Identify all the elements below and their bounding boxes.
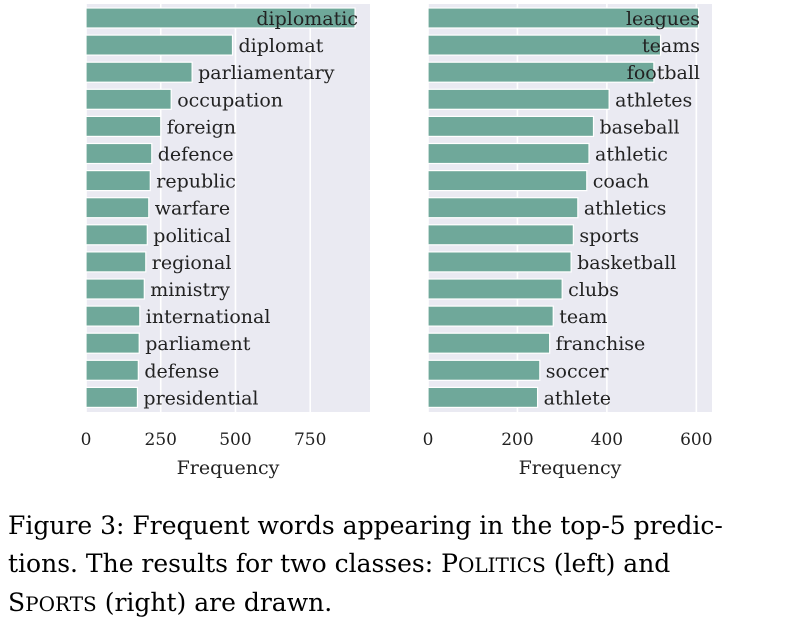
bar-label: athlete — [544, 387, 611, 409]
bar — [85, 7, 356, 29]
bar-label: foreign — [167, 116, 236, 138]
bar — [85, 61, 193, 83]
chart-panel-sports: leagues teams football athletes baseball athl… — [423, 4, 713, 479]
bar-label: sports — [579, 225, 639, 247]
bar-label: parliament — [145, 333, 251, 355]
bar — [427, 170, 588, 192]
figure-panels: diplomatic diplomat parliamentary occupatio… — [81, 4, 713, 479]
bar — [85, 88, 172, 110]
bar-label: international — [146, 306, 271, 328]
bar — [85, 197, 150, 219]
bar-label: diplomatic — [256, 8, 358, 30]
x-tick-label: 500 — [219, 430, 251, 450]
bar-label: warfare — [155, 198, 230, 220]
bar — [85, 332, 140, 354]
class-sports: SPORTS — [8, 588, 97, 617]
bar-label: presidential — [143, 387, 258, 409]
bar — [427, 197, 579, 219]
bar — [427, 386, 539, 408]
bar — [427, 61, 655, 83]
x-tick-label: 0 — [81, 430, 92, 450]
bar — [85, 170, 151, 192]
bar-label: occupation — [177, 89, 283, 111]
bar-label: defence — [158, 144, 234, 166]
bar-label: defense — [144, 360, 219, 382]
bar — [85, 115, 162, 138]
bar — [427, 115, 595, 138]
bar-label: clubs — [568, 279, 619, 301]
bar-label: regional — [152, 252, 232, 274]
bar — [85, 224, 148, 246]
x-tick-label: 250 — [145, 430, 177, 450]
x-tick-label: 400 — [591, 430, 623, 450]
figure-caption: Figure 3: Frequent words appearing in th… — [8, 507, 793, 623]
caption-line-2: tions. The results for two classes: POLI… — [8, 549, 671, 578]
bar-label: diplomat — [238, 35, 323, 57]
x-tick-label: 600 — [680, 430, 712, 450]
bar — [427, 34, 662, 56]
x-axis-label: Frequency — [519, 457, 622, 479]
bar-label: coach — [593, 171, 649, 193]
caption-line-1: Figure 3: Frequent words appearing in th… — [8, 511, 723, 540]
bar-label: parliamentary — [198, 62, 335, 84]
bar-label: football — [627, 62, 700, 84]
x-tick-label: 750 — [294, 430, 326, 450]
bar-label: political — [153, 225, 231, 247]
caption-line-3: SPORTS (right) are drawn. — [8, 588, 333, 617]
bar — [427, 88, 610, 110]
bar-label: leagues — [626, 8, 700, 30]
x-axis-label: Frequency — [177, 457, 280, 479]
bar — [85, 34, 234, 56]
bar — [85, 142, 153, 165]
bar-label: republic — [156, 171, 236, 193]
x-tick-label: 200 — [501, 430, 533, 450]
bar-label: team — [559, 306, 607, 328]
bar — [85, 305, 141, 327]
bar — [427, 278, 563, 300]
bar-label: ministry — [150, 279, 230, 301]
bar — [427, 359, 541, 381]
bar-label: athletics — [584, 198, 667, 220]
chart-panel-politics: diplomatic diplomat parliamentary occupatio… — [81, 4, 370, 479]
bar — [427, 251, 572, 273]
bar-label: athletic — [595, 144, 668, 166]
bar — [85, 386, 139, 408]
bar-label: soccer — [546, 360, 610, 382]
bar-label: athletes — [615, 89, 692, 111]
bar-label: basketball — [577, 252, 676, 274]
bar — [427, 7, 700, 29]
bar-label: franchise — [556, 333, 646, 355]
bar-label: teams — [642, 35, 700, 57]
bar — [427, 224, 574, 246]
class-politics: POLITICS — [441, 549, 546, 578]
bar — [427, 332, 551, 354]
x-tick-label: 0 — [423, 430, 434, 450]
bar — [427, 142, 590, 165]
bar — [85, 278, 145, 300]
bar — [427, 305, 554, 327]
bar — [85, 359, 139, 381]
bar — [85, 251, 147, 273]
bar-label: baseball — [599, 116, 679, 138]
